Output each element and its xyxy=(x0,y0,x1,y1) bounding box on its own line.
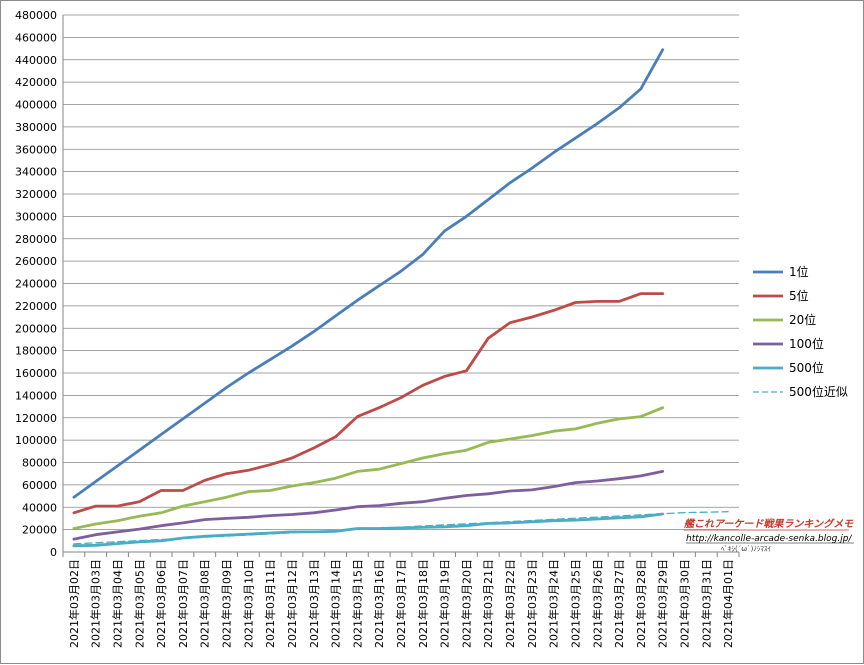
y-tick-label: 160000 xyxy=(15,367,57,380)
x-tick-label: 2021年04月01日 xyxy=(721,559,735,648)
series-line-4 xyxy=(72,512,665,548)
x-tick-label: 2021年03月16日 xyxy=(372,559,386,648)
x-tick-label: 2021年03月21日 xyxy=(481,559,495,648)
y-tick-label: 420000 xyxy=(15,76,57,89)
y-tick-label: 200000 xyxy=(15,322,57,335)
x-tick-label: 2021年03月09日 xyxy=(220,559,234,648)
watermark-note: ﾍﾞｷｼ(´ω`)ﾉｼﾏｽｲ xyxy=(721,545,771,553)
x-tick-label: 2021年03月08日 xyxy=(198,559,212,648)
y-tick-label: 240000 xyxy=(15,278,57,291)
y-tick-label: 60000 xyxy=(22,479,57,492)
legend-label-2: 20位 xyxy=(789,312,816,327)
y-tick-label: 0 xyxy=(50,546,57,559)
watermark: 艦これアーケード戦果ランキングメモ http://kancolle-arcade… xyxy=(683,518,854,553)
y-tick-label: 140000 xyxy=(15,389,57,402)
x-tick-label: 2021年03月27日 xyxy=(612,559,626,648)
y-tick-label: 460000 xyxy=(15,31,57,44)
x-tick-label: 2021年03月19日 xyxy=(438,559,452,648)
x-tick-label: 2021年03月05日 xyxy=(132,559,146,648)
x-tick-label: 2021年03月15日 xyxy=(350,559,364,648)
x-tick-label: 2021年03月29日 xyxy=(656,559,670,648)
y-tick-label: 180000 xyxy=(15,345,57,358)
y-tick-label: 380000 xyxy=(15,121,57,134)
x-tick-label: 2021年03月14日 xyxy=(329,559,343,648)
series-line-1 xyxy=(72,292,665,515)
y-tick-label: 400000 xyxy=(15,99,57,112)
y-tick-label: 40000 xyxy=(22,501,57,514)
x-tick-label: 2021年03月23日 xyxy=(525,559,539,648)
x-tick-label: 2021年03月20日 xyxy=(459,559,473,648)
watermark-title: 艦これアーケード戦果ランキングメモ xyxy=(683,518,854,530)
x-tick-label: 2021年03月02日 xyxy=(67,559,81,648)
x-tick-label: 2021年03月30日 xyxy=(677,559,691,648)
y-tick-label: 100000 xyxy=(15,434,57,447)
y-tick-label: 220000 xyxy=(15,300,57,313)
series-line-2 xyxy=(72,406,665,530)
series-line-0 xyxy=(72,48,665,499)
axes: 0 20000 40000 60000 80000 100000 120000 140000 1… xyxy=(15,9,740,648)
x-tick-label: 2021年03月12日 xyxy=(285,559,299,648)
x-tick-label: 2021年03月10日 xyxy=(241,559,255,648)
legend: 1位 5位 20位 100位 500位 500位近似 xyxy=(753,264,848,399)
x-tick-label: 2021年03月18日 xyxy=(416,559,430,648)
y-tick-label: 20000 xyxy=(22,524,57,537)
x-tick-label: 2021年03月03日 xyxy=(89,559,103,648)
legend-label-0: 1位 xyxy=(789,264,809,279)
x-tick-label: 2021年03月25日 xyxy=(568,559,582,648)
series-lines xyxy=(72,48,729,548)
y-tick-label: 80000 xyxy=(22,457,57,470)
y-tick-label: 260000 xyxy=(15,255,57,268)
legend-label-5: 500位近似 xyxy=(789,384,848,399)
x-tick-label: 2021年03月11日 xyxy=(263,559,277,648)
watermark-url: http://kancolle-arcade-senka.blog.jp/ xyxy=(686,534,852,544)
x-tick-label: 2021年03月13日 xyxy=(307,559,321,648)
legend-label-3: 100位 xyxy=(789,336,824,351)
gridlines xyxy=(63,14,739,553)
x-tick-label: 2021年03月24日 xyxy=(547,559,561,648)
x-tick-label: 2021年03月17日 xyxy=(394,559,408,648)
y-tick-label: 120000 xyxy=(15,412,57,425)
x-tick-label: 2021年03月07日 xyxy=(176,559,190,648)
x-tick-label: 2021年03月04日 xyxy=(111,559,125,648)
y-tick-label: 340000 xyxy=(15,166,57,179)
x-tick-label: 2021年03月31日 xyxy=(699,559,713,648)
legend-label-4: 500位 xyxy=(789,360,824,375)
y-tick-label: 280000 xyxy=(15,233,57,246)
y-tick-label: 440000 xyxy=(15,54,57,67)
x-tick-label: 2021年03月06日 xyxy=(154,559,168,648)
y-tick-label: 360000 xyxy=(15,143,57,156)
y-tick-label: 480000 xyxy=(15,9,57,22)
legend-label-1: 5位 xyxy=(789,288,809,303)
y-tick-label: 300000 xyxy=(15,210,57,223)
y-tick-label: 320000 xyxy=(15,188,57,201)
x-tick-label: 2021年03月22日 xyxy=(503,559,517,648)
series-line-3 xyxy=(72,469,665,541)
x-tick-label: 2021年03月28日 xyxy=(634,559,648,648)
series-line-5 xyxy=(73,511,729,545)
x-tick-label: 2021年03月26日 xyxy=(590,559,604,648)
